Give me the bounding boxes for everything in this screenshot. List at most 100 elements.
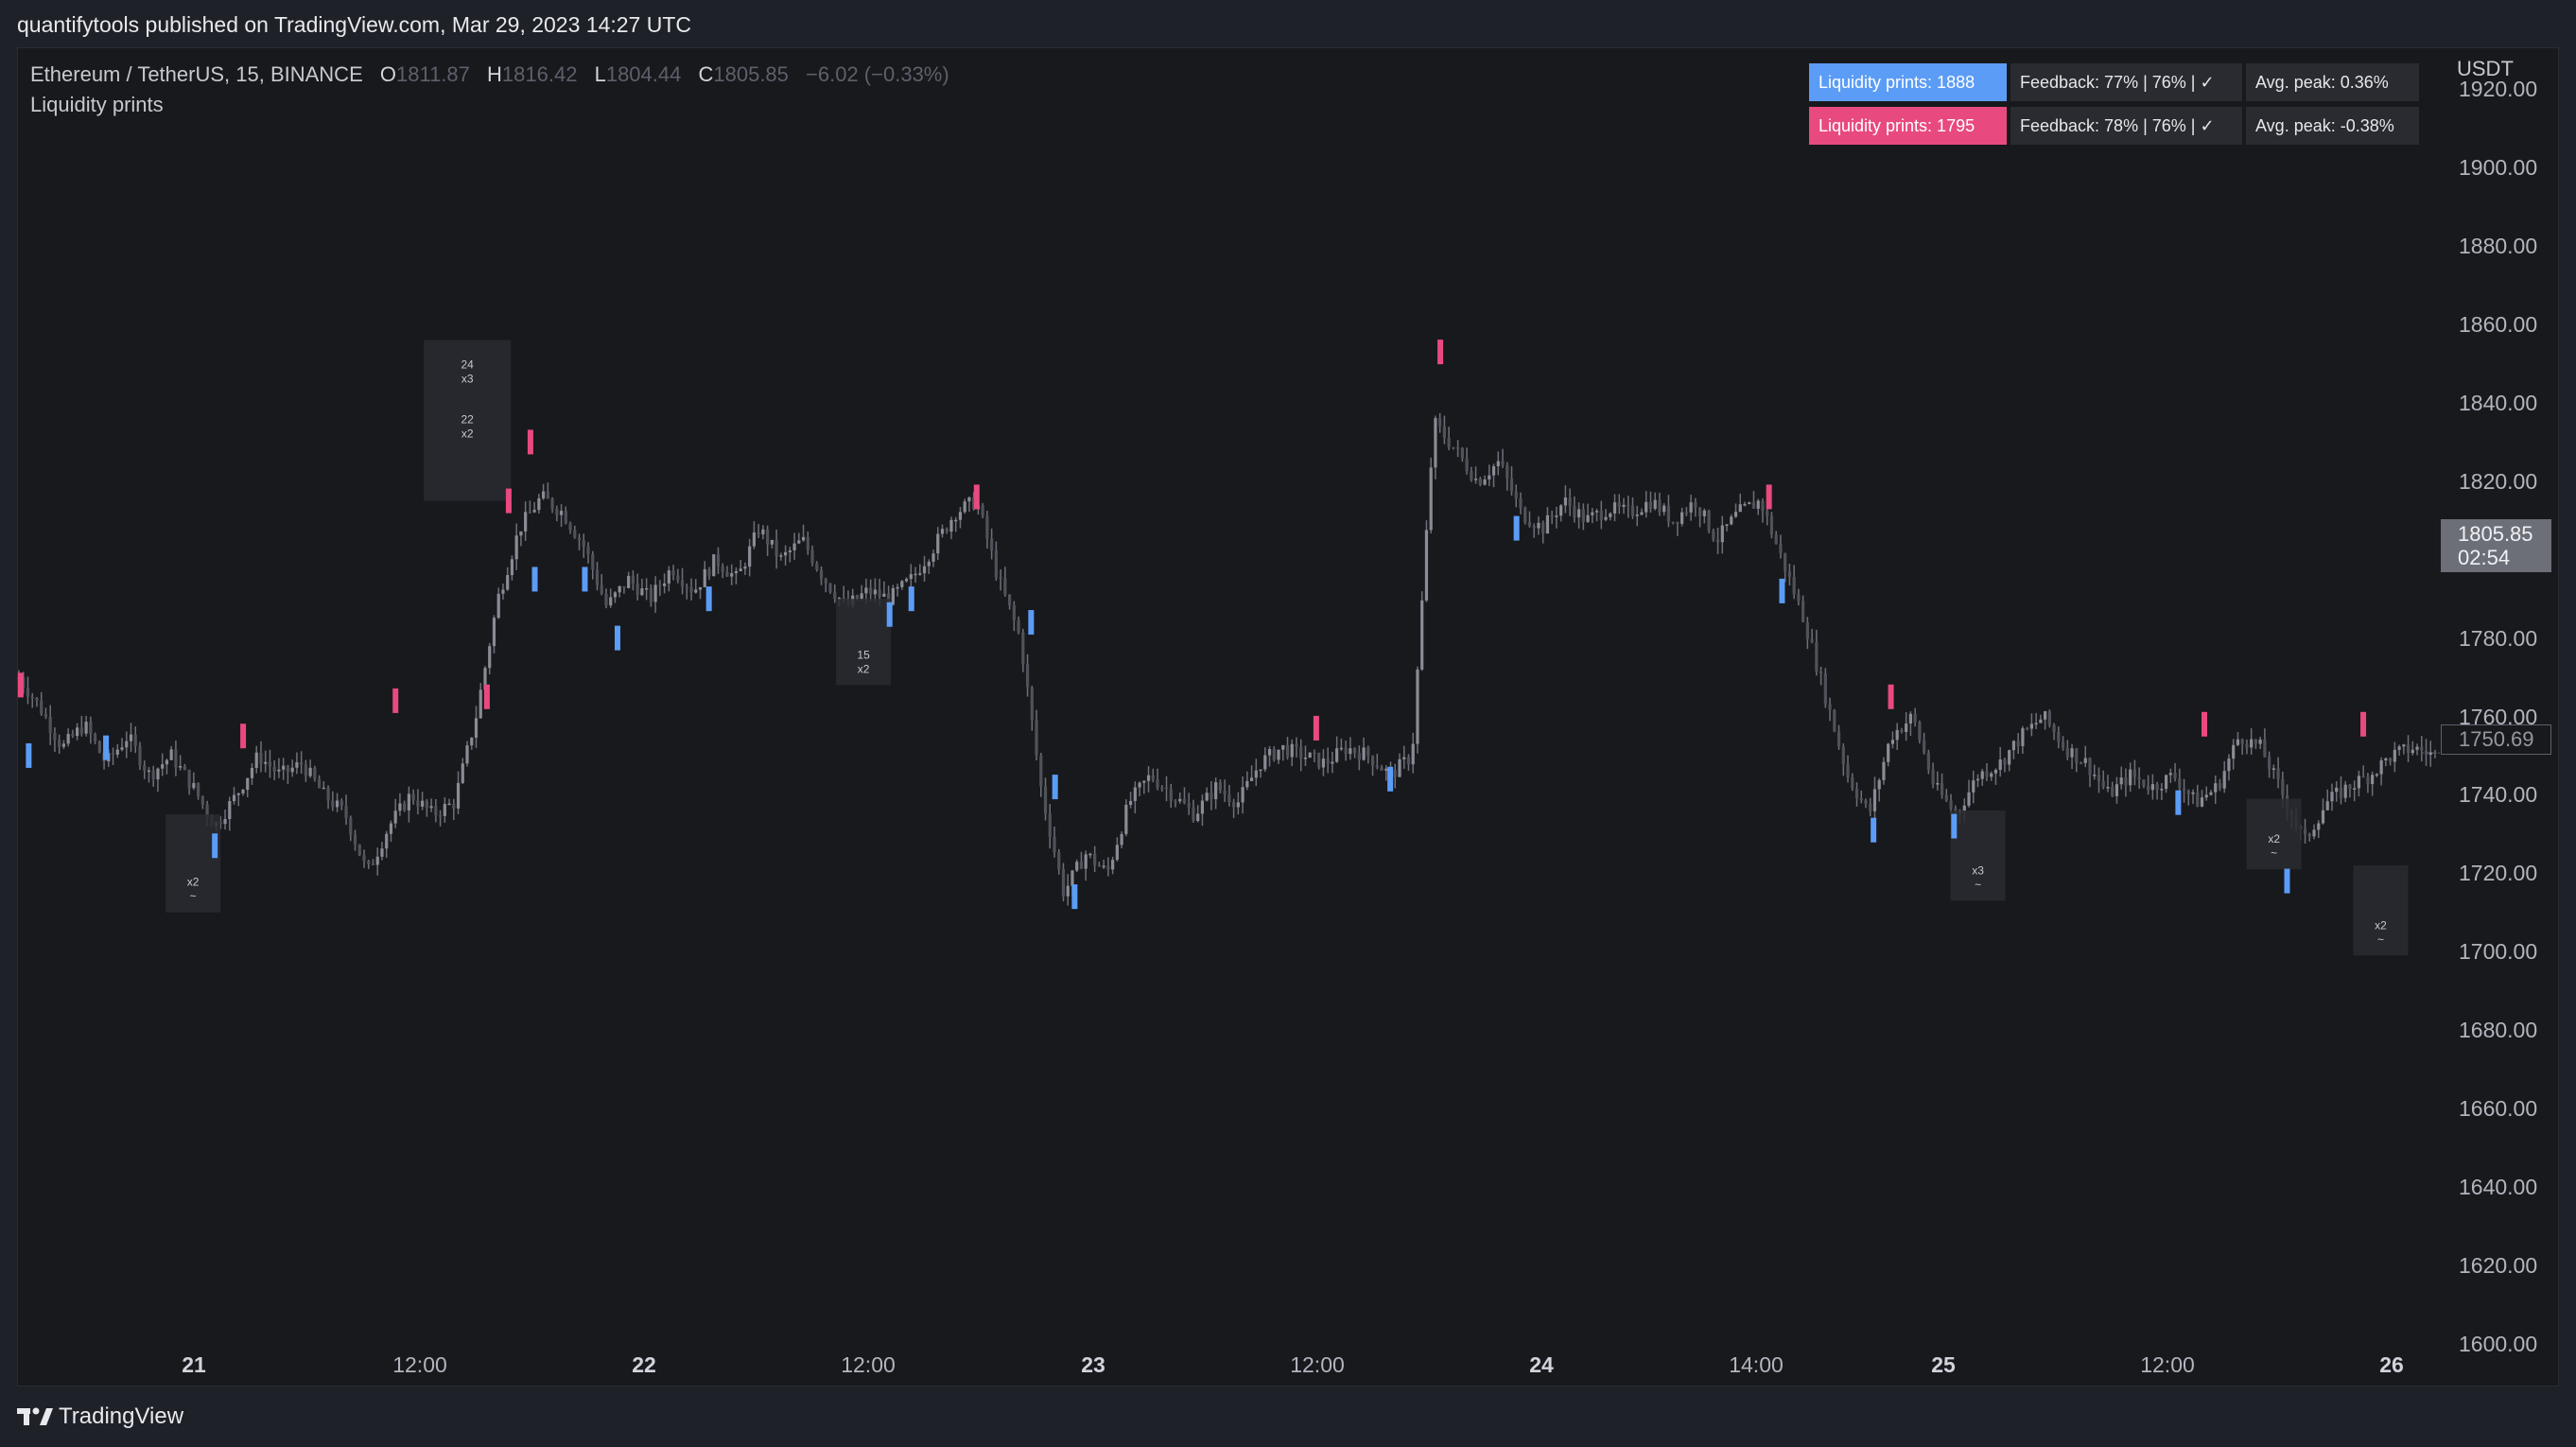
candle-body xyxy=(1456,447,1460,449)
candle-body xyxy=(1093,853,1097,865)
candle-body xyxy=(1612,502,1617,514)
tradingview-logo[interactable]: TradingView xyxy=(17,1403,183,1430)
candle-body xyxy=(2101,780,2105,788)
candle-body xyxy=(1936,783,1940,785)
price-axis-unit[interactable]: USDT xyxy=(2457,57,2514,80)
symbol-title[interactable]: Ethereum / TetherUS, 15, BINANCE xyxy=(30,62,363,86)
candle-body xyxy=(1514,491,1518,498)
candle-body xyxy=(891,587,895,605)
candle-body xyxy=(1200,800,1205,814)
candle-body xyxy=(869,587,873,595)
top-bar: quantifytools published on TradingView.c… xyxy=(0,0,2576,47)
candle-body xyxy=(918,573,922,575)
price-tick-label: 1700.00 xyxy=(2459,939,2538,965)
candle-body xyxy=(958,512,963,520)
time-tick-label: 26 xyxy=(2379,1352,2404,1377)
candle-body xyxy=(268,761,272,767)
candle-body xyxy=(779,555,783,557)
candle-body xyxy=(236,793,240,795)
candle-body xyxy=(806,536,809,550)
bullish-liquidity-print xyxy=(1052,775,1058,800)
candle-body xyxy=(1662,505,1666,513)
candle-body xyxy=(573,530,577,538)
candle-body xyxy=(2164,775,2168,790)
candle-body xyxy=(954,519,958,522)
high-label: H xyxy=(487,62,502,86)
candle-body xyxy=(1299,746,1303,759)
candle-body xyxy=(1730,516,1733,525)
candle-body xyxy=(375,856,379,865)
current-price-value: 1805.85 xyxy=(2458,522,2533,546)
candle-body xyxy=(295,761,299,768)
candle-body xyxy=(1075,862,1079,871)
candle-body xyxy=(2388,758,2393,762)
candle-body xyxy=(71,734,75,737)
candle-body xyxy=(1923,740,1926,754)
bullish-liquidity-print xyxy=(103,735,110,760)
candle-body xyxy=(2039,719,2043,724)
candle-body xyxy=(156,768,160,780)
candle-body xyxy=(1308,752,1312,758)
close-value: 1805.85 xyxy=(713,62,789,86)
bearish-liquidity-print xyxy=(527,429,533,455)
candle-body xyxy=(685,586,688,588)
bullish-liquidity-print xyxy=(1951,813,1958,839)
candle-body xyxy=(703,568,706,587)
candle-body xyxy=(1066,885,1070,897)
bearish-liquidity-print xyxy=(240,724,247,749)
candle-body xyxy=(331,800,335,808)
candle-body xyxy=(671,570,675,576)
candle-body xyxy=(568,523,572,531)
indicator-title[interactable]: Liquidity prints xyxy=(30,93,164,116)
candle-body xyxy=(689,587,693,593)
candle-body xyxy=(1021,632,1025,665)
candle-body xyxy=(1980,771,1984,779)
candle-body xyxy=(1854,788,1859,799)
candle-body xyxy=(335,800,339,808)
candle-body xyxy=(1402,757,1406,759)
candle-body xyxy=(1712,531,1715,540)
candle-body xyxy=(1438,418,1442,427)
candle-body xyxy=(317,778,322,789)
candle-body xyxy=(658,584,662,586)
candle-body xyxy=(2093,775,2097,776)
candle-body xyxy=(133,734,137,746)
candle-body xyxy=(1442,426,1447,439)
candle-body xyxy=(474,718,479,739)
candle-body xyxy=(801,536,806,541)
candle-body xyxy=(1872,789,1877,811)
bullish-liquidity-print xyxy=(2284,868,2290,894)
candle-body xyxy=(1070,870,1074,886)
candle-body xyxy=(1859,798,1863,801)
candle-body xyxy=(2379,760,2383,775)
candle-body xyxy=(707,568,711,577)
candle-body xyxy=(2129,769,2132,786)
annotation-box-bg xyxy=(165,814,221,913)
candle-body xyxy=(1738,504,1742,513)
legend-symbol-row[interactable]: Ethereum / TetherUS, 15, BINANCE O1811.8… xyxy=(30,61,949,91)
candle-body xyxy=(2218,783,2222,789)
candle-body xyxy=(1591,512,1594,515)
candle-body xyxy=(972,497,976,510)
candle-body xyxy=(1787,571,1792,578)
candle-body xyxy=(748,546,752,567)
chart-pane[interactable] xyxy=(17,47,2559,1386)
candle-body xyxy=(564,511,567,524)
candle-body xyxy=(2393,749,2396,762)
candle-body xyxy=(922,566,927,574)
candle-body xyxy=(1370,756,1375,766)
candle-body xyxy=(1084,854,1088,869)
candle-body xyxy=(810,549,814,564)
candle-body xyxy=(461,763,464,783)
candle-body xyxy=(1043,786,1048,814)
candle-body xyxy=(555,509,559,515)
candle-body xyxy=(1478,479,1482,485)
candle-body xyxy=(1815,641,1819,671)
candle-body xyxy=(26,688,30,697)
bullish-liquidity-print xyxy=(531,567,538,592)
candle-body xyxy=(1241,787,1244,803)
candle-body xyxy=(93,734,97,742)
candle-body xyxy=(1671,521,1675,524)
candle-body xyxy=(1527,522,1532,527)
